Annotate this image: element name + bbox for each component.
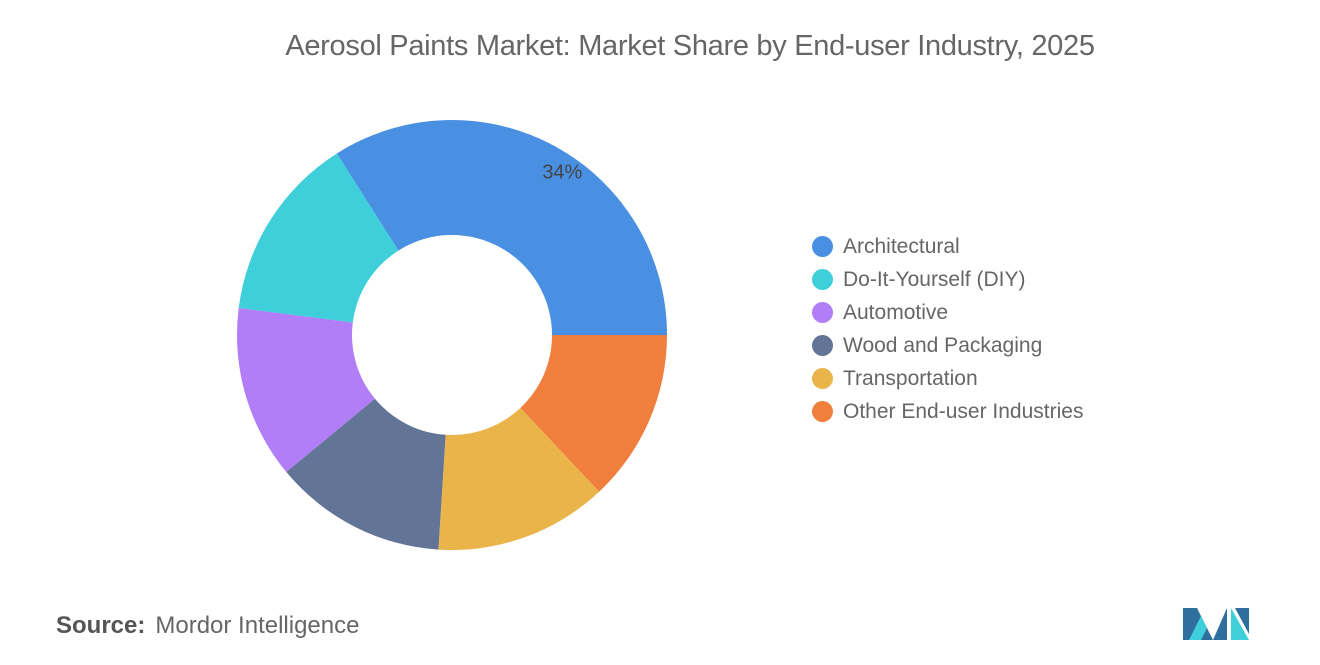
source: Source: Mordor Intelligence	[56, 612, 359, 640]
slice-other-end-user-industries	[520, 335, 667, 492]
legend-marker	[812, 269, 833, 290]
legend-item: Do-It-Yourself (DIY)	[812, 263, 1083, 296]
legend-label: Architectural	[843, 234, 960, 258]
legend-item: Automotive	[812, 296, 1083, 329]
legend: Architectural Do-It-Yourself (DIY) Automot…	[812, 230, 1083, 428]
slice-wood-and-packaging	[286, 398, 446, 550]
legend-marker	[812, 335, 833, 356]
legend-marker	[812, 302, 833, 323]
slice-architectural	[336, 119, 667, 336]
source-value: Mordor Intelligence	[155, 612, 360, 639]
legend-label: Automotive	[843, 300, 949, 324]
legend-item: Other End-user Industries	[812, 395, 1083, 428]
legend-label: Transportation	[843, 366, 978, 390]
legend-marker	[812, 368, 833, 389]
legend-item: Wood and Packaging	[812, 329, 1083, 362]
legend-item: Transportation	[812, 362, 1083, 395]
mordor-intelligence-logo	[1183, 608, 1249, 640]
legend-label: Wood and Packaging	[843, 333, 1043, 357]
slice-do-it-yourself-diy	[238, 153, 399, 323]
slice-automotive	[237, 308, 375, 473]
legend-marker	[812, 401, 833, 422]
legend-marker	[812, 236, 833, 257]
source-label: Source:	[56, 612, 146, 639]
legend-label: Other End-user Industries	[843, 399, 1084, 423]
data-label: 34%	[542, 162, 582, 184]
legend-label: Do-It-Yourself (DIY)	[843, 267, 1026, 291]
legend-item: Architectural	[812, 230, 1083, 263]
slice-transportation	[438, 407, 600, 550]
chart-title: Aerosol Paints Market: Market Share by E…	[285, 30, 1095, 62]
